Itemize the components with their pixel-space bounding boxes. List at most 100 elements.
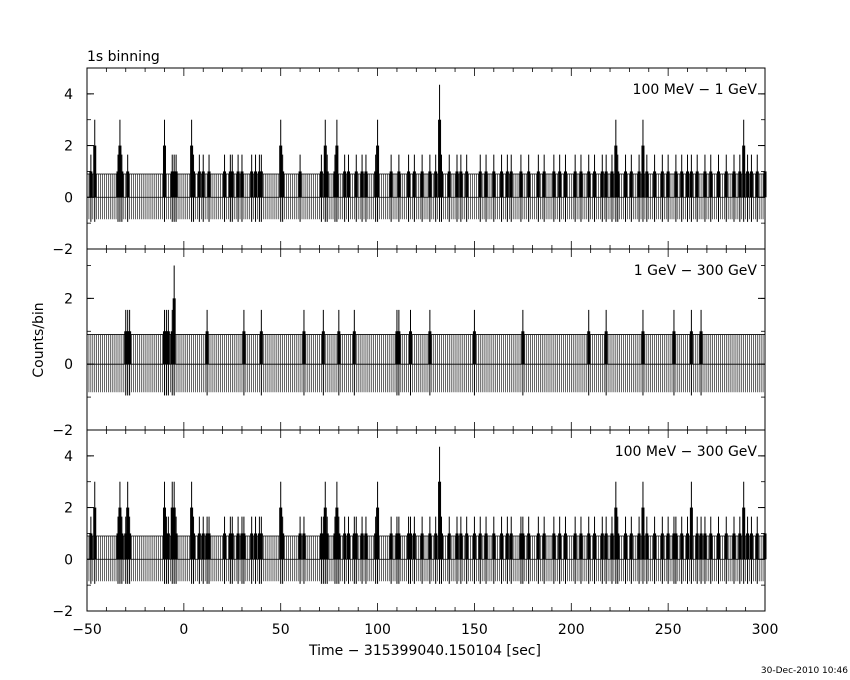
count-value bbox=[281, 171, 285, 198]
count-value bbox=[552, 533, 556, 560]
count-value bbox=[205, 533, 209, 560]
x-tick-label: 150 bbox=[461, 622, 488, 638]
count-value bbox=[162, 145, 166, 198]
count-value bbox=[325, 533, 329, 560]
count-value bbox=[352, 533, 356, 560]
count-value bbox=[172, 171, 176, 198]
count-value bbox=[354, 533, 358, 560]
y-tick-label: 2 bbox=[64, 291, 73, 307]
count-value bbox=[407, 171, 411, 198]
count-value bbox=[505, 533, 509, 560]
panel-frame bbox=[86, 429, 766, 612]
count-value bbox=[397, 533, 401, 560]
count-value bbox=[738, 533, 742, 560]
count-value bbox=[434, 171, 438, 198]
x-tick-label: −50 bbox=[72, 622, 102, 638]
count-value bbox=[207, 171, 211, 198]
count-value bbox=[126, 171, 130, 198]
y-tick-label: 4 bbox=[64, 449, 73, 465]
count-value bbox=[717, 533, 721, 560]
count-value bbox=[352, 331, 356, 365]
count-value bbox=[174, 533, 178, 560]
y-tick-label: 0 bbox=[64, 190, 73, 206]
count-value bbox=[616, 533, 620, 560]
count-value bbox=[170, 171, 174, 198]
count-value bbox=[742, 507, 746, 560]
count-value bbox=[552, 171, 556, 198]
count-value bbox=[128, 533, 132, 560]
count-value bbox=[254, 171, 258, 198]
count-value bbox=[364, 171, 368, 198]
timestamp: 30-Dec-2010 10:46 bbox=[761, 666, 848, 676]
count-value bbox=[563, 533, 567, 560]
count-value bbox=[465, 533, 469, 560]
count-value bbox=[689, 171, 693, 198]
count-value bbox=[190, 507, 194, 560]
y-tick-label: −2 bbox=[52, 604, 73, 620]
count-value bbox=[126, 331, 130, 365]
panel-energy-label: 100 MeV − 300 GeV bbox=[615, 444, 758, 460]
count-value bbox=[624, 171, 628, 198]
count-value bbox=[412, 533, 416, 560]
count-value bbox=[500, 533, 504, 560]
count-value bbox=[672, 331, 676, 365]
count-value bbox=[689, 331, 693, 365]
x-tick-label: 250 bbox=[655, 622, 682, 638]
count-value bbox=[509, 533, 513, 560]
count-value bbox=[230, 171, 234, 198]
count-value bbox=[228, 171, 232, 198]
count-value bbox=[604, 171, 608, 198]
count-value bbox=[343, 171, 347, 198]
count-value bbox=[172, 507, 176, 560]
count-value bbox=[360, 533, 364, 560]
count-value bbox=[593, 171, 597, 198]
count-value bbox=[120, 533, 124, 560]
count-value bbox=[587, 331, 591, 365]
count-value bbox=[397, 331, 401, 365]
count-value bbox=[614, 145, 618, 198]
count-value bbox=[257, 171, 261, 198]
count-value bbox=[645, 171, 649, 198]
plot-title: 1s binning bbox=[87, 49, 160, 65]
count-value bbox=[343, 533, 347, 560]
count-value bbox=[124, 533, 128, 560]
count-value bbox=[593, 533, 597, 560]
x-axis: −50 0 50 100 150 200 250 300 bbox=[72, 622, 778, 638]
count-value bbox=[298, 533, 302, 560]
count-value bbox=[374, 171, 378, 198]
y-tick-label: 2 bbox=[64, 501, 73, 517]
count-value bbox=[389, 171, 393, 198]
count-value bbox=[478, 533, 482, 560]
count-value bbox=[579, 171, 583, 198]
count-value bbox=[335, 507, 339, 560]
count-value bbox=[439, 533, 443, 560]
count-value bbox=[542, 533, 546, 560]
count-value bbox=[242, 533, 246, 560]
count-value bbox=[629, 171, 633, 198]
count-value bbox=[333, 171, 337, 198]
count-value bbox=[376, 507, 380, 560]
count-value bbox=[223, 533, 227, 560]
count-value bbox=[746, 171, 750, 198]
count-value bbox=[434, 533, 438, 560]
count-value bbox=[492, 533, 496, 560]
count-value bbox=[519, 533, 523, 560]
count-value bbox=[319, 171, 323, 198]
count-value bbox=[192, 533, 196, 560]
count-value bbox=[325, 171, 329, 198]
count-value bbox=[323, 507, 327, 560]
count-value bbox=[240, 533, 244, 560]
count-value bbox=[89, 171, 93, 198]
count-value bbox=[637, 533, 641, 560]
count-value bbox=[755, 171, 759, 198]
count-value bbox=[472, 533, 476, 560]
count-value bbox=[472, 331, 476, 365]
count-value bbox=[335, 145, 339, 198]
count-value bbox=[674, 171, 678, 198]
panel-energy-label: 100 MeV − 1 GeV bbox=[633, 82, 758, 98]
count-value bbox=[190, 145, 194, 198]
count-value bbox=[465, 171, 469, 198]
count-value bbox=[236, 171, 240, 198]
count-value bbox=[126, 507, 130, 560]
